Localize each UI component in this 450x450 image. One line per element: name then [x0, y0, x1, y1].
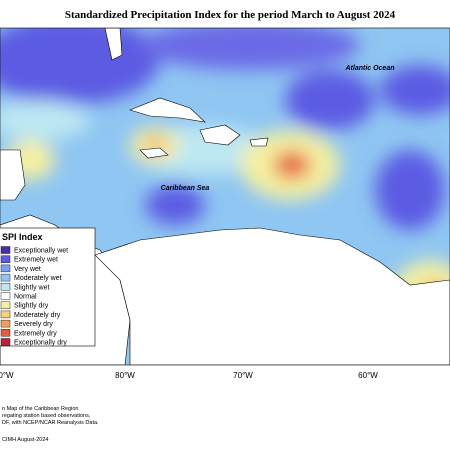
title: Standardized Precipitation Index for the…: [65, 9, 396, 21]
legend-label: Moderately wet: [14, 275, 62, 282]
legend-swatch: [0, 292, 11, 300]
legend-swatch: [0, 319, 11, 328]
legend-box: [0, 227, 96, 347]
legend-label: Extremely wet: [14, 257, 58, 264]
legend-label: Very wet: [14, 266, 41, 273]
legend-label: Moderately dry: [14, 312, 61, 319]
legend-swatch: [0, 264, 11, 273]
legend-title: SPI Index: [2, 232, 43, 242]
legend-label: Severely dry: [14, 321, 53, 328]
longitude-label: 80°W: [115, 371, 135, 380]
legend-label: Slightly dry: [14, 303, 49, 310]
longitude-label: 70°W: [233, 371, 253, 380]
longitude-labels: 0°W 80°W 70°W 60°W: [0, 371, 378, 380]
footer-line: CIMH August-2024: [2, 437, 48, 443]
legend-label: Normal: [14, 294, 37, 301]
legend-label: Exceptionally wet: [14, 248, 68, 255]
ocean-label: Atlantic Ocean: [344, 65, 394, 72]
legend-swatch: [0, 273, 11, 282]
footer-line: regating station based observations,: [2, 413, 91, 419]
legend-label: Exceptionally dry: [14, 340, 67, 347]
legend-swatch: [0, 301, 11, 309]
legend: SPI Index Exceptionally wet Extremely wet…: [0, 227, 96, 347]
longitude-label: 0°W: [0, 371, 14, 380]
footer-line: n Map of the Caribbean Region: [2, 406, 78, 412]
footer-line: DF, with NCEP/NCAR Reanalysis Data.: [2, 420, 99, 426]
longitude-label: 60°W: [358, 371, 378, 380]
legend-swatch: [0, 329, 11, 337]
sea-label: Caribbean Sea: [161, 185, 210, 192]
legend-swatch: [0, 283, 11, 291]
legend-swatch: [0, 255, 11, 263]
legend-label: Extremely dry: [14, 330, 57, 337]
legend-label: Slightly wet: [14, 284, 49, 291]
legend-swatch: [0, 310, 11, 319]
legend-swatch: [0, 338, 11, 346]
legend-swatch: [0, 246, 11, 254]
